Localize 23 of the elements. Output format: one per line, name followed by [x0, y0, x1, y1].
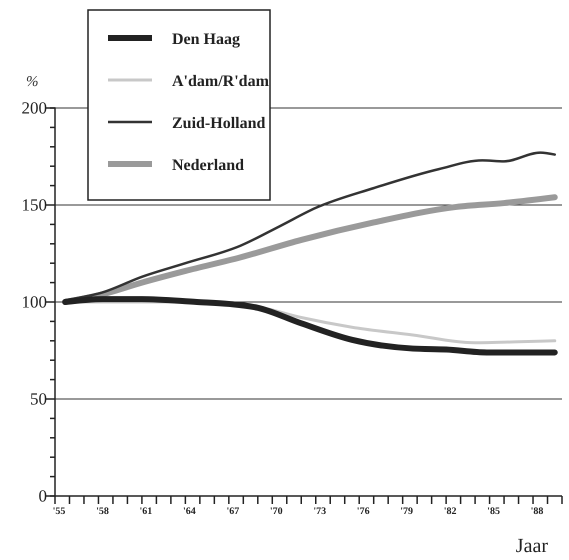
y-tick-label: 0: [38, 486, 47, 506]
x-tick-label: '82: [444, 506, 457, 518]
y-tick-label: 50: [30, 389, 47, 408]
y-tick-label: 200: [22, 98, 47, 118]
x-tick-label: '70: [270, 506, 283, 518]
x-tick-label: '58: [96, 506, 109, 518]
x-tick-label: '79: [400, 506, 414, 518]
y-axis-title: %: [26, 74, 38, 90]
legend-label: Den Haag: [172, 31, 240, 48]
x-tick-label: '67: [226, 506, 240, 518]
x-tick-label: '85: [487, 506, 500, 518]
legend-label: Nederland: [172, 157, 244, 174]
y-tick-label: 100: [22, 292, 47, 312]
x-tick-label: '88: [530, 506, 544, 518]
x-tick-label: '61: [140, 506, 152, 518]
y-tick-label: 150: [22, 195, 47, 214]
x-tick-label: '55: [52, 506, 66, 518]
x-axis-title: Jaar: [516, 535, 548, 557]
x-tick-label: '76: [356, 506, 370, 518]
x-tick-label: '73: [313, 506, 326, 518]
legend-label: Zuid-Holland: [172, 115, 266, 132]
x-tick-label: '64: [182, 506, 196, 518]
legend-label: A'dam/R'dam: [172, 73, 270, 90]
